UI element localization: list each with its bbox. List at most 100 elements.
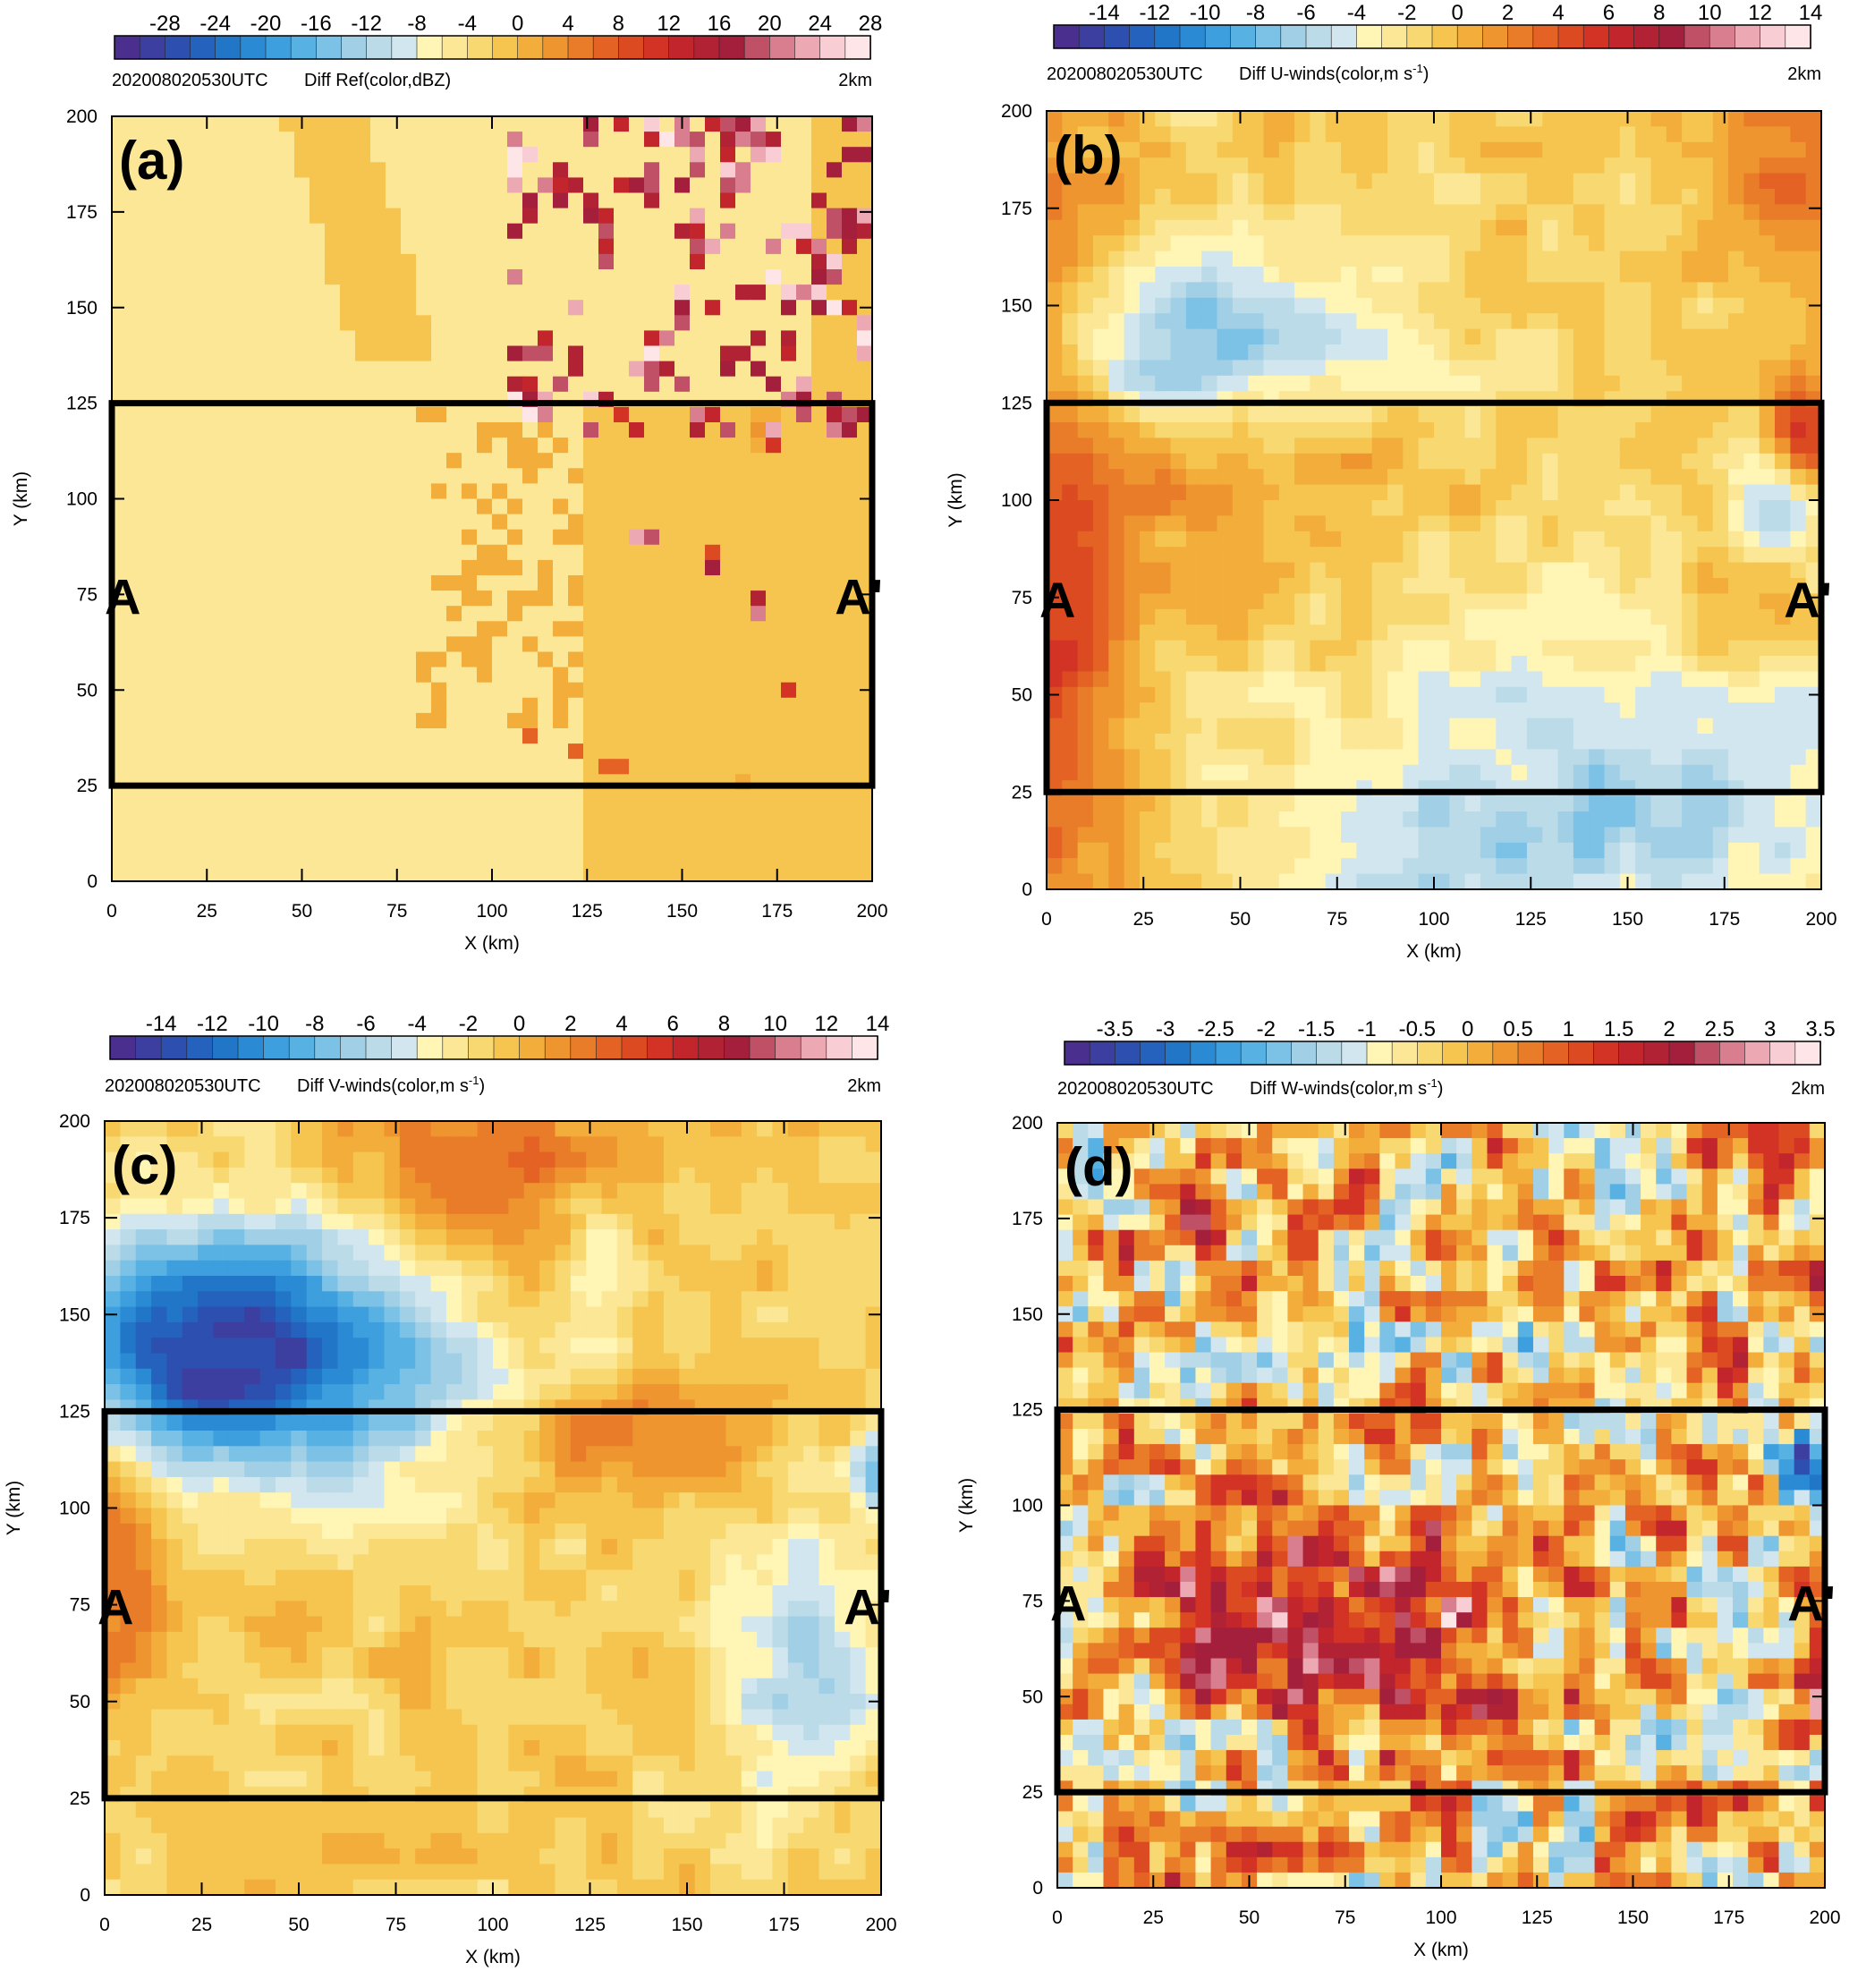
colorbar-bin [1533, 25, 1559, 48]
colorbar-tick-label: 3.5 [1805, 1017, 1835, 1041]
colorbar-tick-label: 4 [615, 1012, 627, 1036]
panel-title: Diff U-winds(color,m s-1) [1239, 62, 1429, 84]
colorbar-tick-label: -24 [199, 12, 231, 36]
marker-a: A [105, 568, 140, 624]
colorbar-bin [1493, 1041, 1519, 1065]
colorbar-tick-label: 20 [758, 12, 782, 36]
colorbar-tick-label: 4 [1552, 1, 1564, 25]
colorbar-bin [1392, 1041, 1418, 1065]
colorbar-bin [769, 36, 795, 59]
colorbar-bin [1432, 25, 1458, 48]
y-tick-label: 50 [70, 1692, 90, 1712]
marker-a-prime: A' [835, 568, 883, 624]
y-tick-label: 200 [66, 106, 98, 127]
colorbar-bin [1306, 25, 1332, 48]
colorbar-tick-label: 0.5 [1503, 1017, 1532, 1041]
colorbar-tick-label: -12 [197, 1012, 228, 1036]
y-tick-label: 75 [70, 1595, 90, 1616]
colorbar-bin [316, 36, 342, 59]
x-tick-label: 100 [1425, 1907, 1456, 1928]
colorbar-bin [694, 36, 720, 59]
colorbar-bin [699, 1036, 725, 1059]
y-tick-label: 50 [1012, 685, 1032, 706]
colorbar-bin [140, 36, 165, 59]
y-tick-label: 75 [1012, 588, 1032, 608]
y-tick-label: 0 [1022, 879, 1032, 900]
colorbar-bin [719, 36, 745, 59]
colorbar-bin [1079, 25, 1105, 48]
y-tick-label: 125 [1012, 1400, 1043, 1421]
colorbar-tick-label: -16 [301, 12, 332, 36]
marker-a-prime: A' [1787, 1575, 1836, 1631]
colorbar-bin [161, 1036, 187, 1059]
panel-level: 2km [847, 1076, 881, 1096]
colorbar-bin [1417, 1041, 1443, 1065]
x-tick-label: 200 [865, 1915, 896, 1935]
colorbar-tick-label: 8 [718, 1012, 730, 1036]
y-tick-label: 75 [77, 584, 98, 605]
colorbar-bin [366, 1036, 392, 1059]
y-tick-label: 175 [59, 1208, 90, 1228]
colorbar-bin [340, 1036, 366, 1059]
x-tick-label: 175 [768, 1915, 800, 1935]
colorbar-bin [669, 36, 695, 59]
y-tick-label: 25 [77, 776, 98, 796]
panel-label: (a) [119, 131, 184, 191]
colorbar-bin [518, 36, 544, 59]
colorbar-bin [1443, 1041, 1469, 1065]
colorbar-bin [648, 1036, 674, 1059]
colorbar-bin [1382, 25, 1408, 48]
y-axis-label: Y (km) [4, 1481, 24, 1535]
colorbar-bin [1130, 25, 1156, 48]
colorbar-tick-label: 8 [1653, 1, 1665, 25]
colorbar-bin [165, 36, 191, 59]
colorbar-bin [750, 1036, 776, 1059]
colorbar-bin [801, 1036, 827, 1059]
x-tick-label: 0 [106, 901, 117, 922]
colorbar-bin [1583, 25, 1609, 48]
colorbar-bin [568, 36, 594, 59]
colorbar-tick-label: 14 [1799, 1, 1823, 25]
colorbar-bin [417, 1036, 443, 1059]
y-tick-label: 100 [1012, 1496, 1043, 1516]
y-tick-label: 175 [66, 202, 98, 223]
y-tick-label: 50 [1022, 1686, 1043, 1707]
panel-time: 202008020530UTC [1057, 1079, 1214, 1099]
x-tick-label: 0 [1052, 1907, 1063, 1928]
colorbar-bin [1205, 25, 1231, 48]
colorbar-bin [1619, 1041, 1645, 1065]
x-tick-label: 125 [572, 901, 603, 922]
x-tick-label: 200 [1805, 909, 1836, 930]
y-tick-label: 150 [1001, 296, 1032, 317]
y-tick-label: 25 [70, 1788, 90, 1809]
panel-time: 202008020530UTC [112, 71, 268, 90]
colorbar-tick-label: 0 [513, 1012, 525, 1036]
y-axis-label: Y (km) [946, 472, 966, 527]
colorbar-bin [543, 36, 569, 59]
colorbar-bin [1785, 25, 1811, 48]
colorbar-tick-label: -4 [458, 12, 477, 36]
colorbar-bin [1644, 1041, 1670, 1065]
y-tick-label: 0 [80, 1885, 90, 1906]
panel-label: (d) [1064, 1137, 1133, 1197]
x-tick-label: 200 [1809, 1907, 1840, 1928]
colorbar-tick-label: -2 [1397, 1, 1416, 25]
x-tick-label: 0 [1041, 909, 1052, 930]
colorbar-bin [1745, 1041, 1771, 1065]
panel-level: 2km [1787, 64, 1821, 84]
marker-a: A [1039, 572, 1075, 628]
colorbar-tick-label: -0.5 [1399, 1017, 1436, 1041]
colorbar-bin [1694, 1041, 1720, 1065]
colorbar-bin [593, 36, 619, 59]
colorbar-bin [1407, 25, 1433, 48]
colorbar-bin [1508, 25, 1534, 48]
y-tick-label: 175 [1001, 199, 1032, 219]
colorbar-tick-label: -4 [1347, 1, 1366, 25]
colorbar-bin [289, 1036, 315, 1059]
x-tick-label: 150 [671, 1915, 702, 1935]
